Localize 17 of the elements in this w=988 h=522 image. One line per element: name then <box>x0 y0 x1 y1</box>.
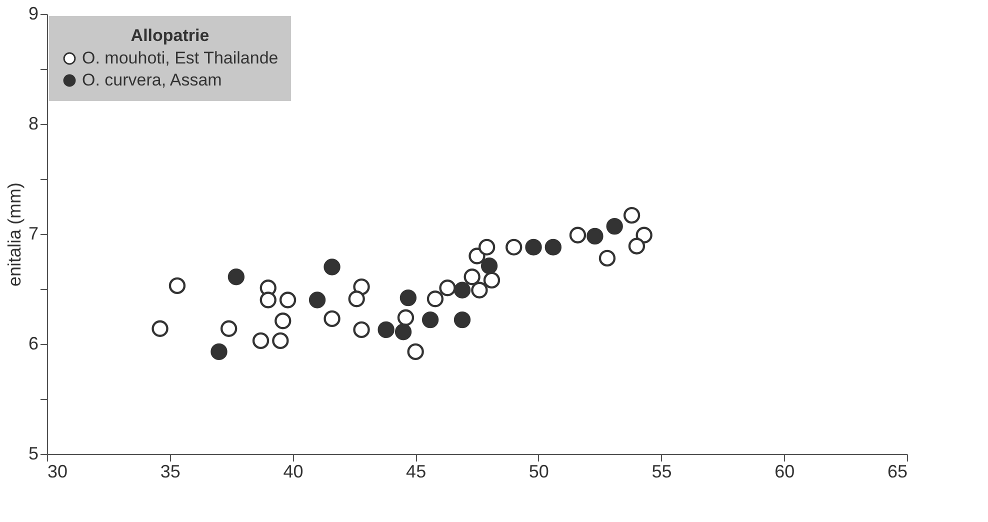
y-tick-label: 9 <box>28 4 38 24</box>
y-tick-label: 5 <box>28 444 38 464</box>
y-tick-label: 6 <box>28 334 38 354</box>
x-tick-label: 50 <box>528 462 549 482</box>
legend-label: O. curvera, Assam <box>82 70 222 90</box>
x-tick-label: 55 <box>652 462 672 482</box>
x-tick-label: 60 <box>774 462 795 482</box>
x-tick-label: 30 <box>48 462 68 482</box>
y-tick-label: 7 <box>28 224 38 244</box>
y-tick-label: 8 <box>28 114 38 134</box>
legend-title: Allopatrie <box>130 26 210 45</box>
x-tick-label: 40 <box>283 462 304 482</box>
x-tick-label: 35 <box>160 462 180 482</box>
y-axis-title: enitalia (mm) <box>4 182 24 287</box>
legend-label: O. mouhoti, Est Thailande <box>82 48 278 68</box>
x-tick-label: 65 <box>887 462 908 482</box>
x-tick-label: 45 <box>406 462 426 482</box>
